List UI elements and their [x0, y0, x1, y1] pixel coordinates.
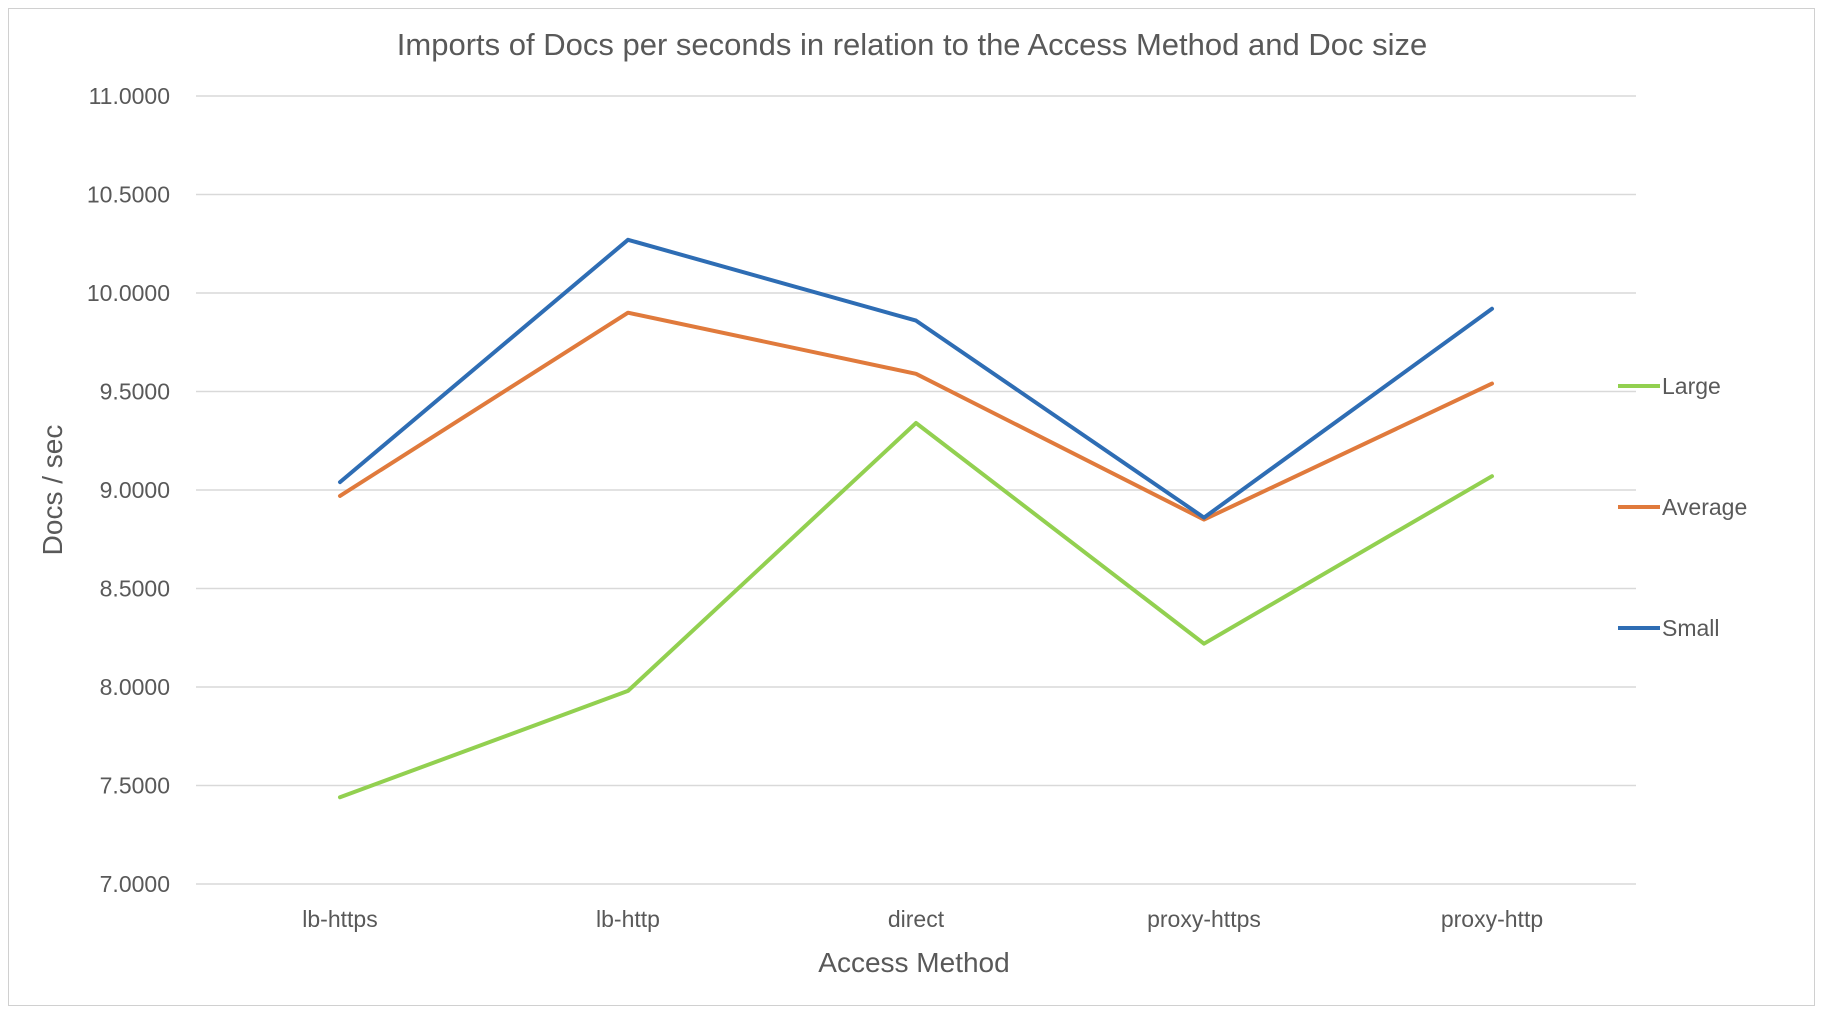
x-tick-label: lb-https [302, 906, 377, 932]
series-line-average [338, 310, 1494, 522]
x-axis-tick-labels: lb-https lb-http direct proxy-https proxy-ht… [302, 906, 1543, 932]
x-tick-label: direct [888, 906, 945, 932]
chart-title: Imports of Docs per seconds in relation … [397, 27, 1427, 62]
x-tick-label: lb-http [596, 906, 660, 932]
y-tick-label: 10.0000 [87, 280, 170, 306]
series-lines [338, 237, 1494, 800]
gridlines [196, 95, 1636, 885]
y-tick-label: 7.5000 [100, 773, 170, 799]
chart-frame [8, 8, 1815, 1006]
y-tick-label: 10.5000 [87, 182, 170, 208]
x-tick-label: proxy-http [1441, 906, 1543, 932]
legend-label-average: Average [1662, 494, 1747, 520]
y-tick-label: 8.5000 [100, 576, 170, 602]
series-line-small [338, 237, 1494, 520]
legend: Large Average Small [1618, 373, 1747, 641]
y-tick-label: 11.0000 [89, 83, 170, 109]
y-tick-label: 9.0000 [100, 477, 170, 503]
y-axis-tick-labels: 7.0000 7.5000 8.0000 8.5000 9.0000 9.5000 10.0… [87, 83, 170, 897]
y-axis-title: Docs / sec [37, 425, 68, 556]
legend-label-small: Small [1662, 615, 1720, 641]
series-line-large [338, 421, 1494, 800]
x-tick-label: proxy-https [1147, 906, 1261, 932]
legend-label-large: Large [1662, 373, 1721, 399]
x-axis-title: Access Method [818, 947, 1009, 978]
y-tick-label: 9.5000 [100, 379, 170, 405]
y-tick-label: 8.0000 [100, 674, 170, 700]
y-tick-label: 7.0000 [100, 871, 170, 897]
